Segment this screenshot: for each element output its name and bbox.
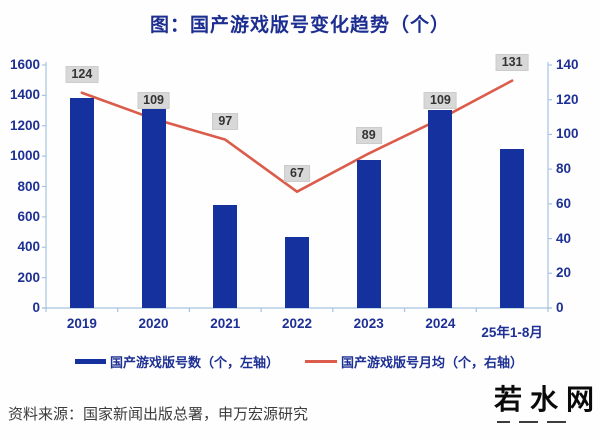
right-axis-tick-label: 140 [556, 57, 579, 72]
left-axis-tick-label: 1000 [9, 148, 40, 164]
right-axis-tick-label: 60 [556, 195, 572, 211]
line-series-swatch-icon [305, 360, 337, 363]
watermark: 若水网 [494, 384, 600, 415]
line-point-label: 89 [355, 126, 382, 144]
left-axis-tick-label: 0 [32, 300, 40, 315]
left-axis-tick-label: 1400 [9, 87, 40, 103]
line-point-label: 67 [284, 164, 310, 182]
source-note: 资料来源：国家新闻出版总署，申万宏源研究 [8, 406, 309, 423]
legend-label-line: 国产游戏版号月均（个，右轴） [341, 355, 524, 370]
x-axis-category-label: 25年1-8月 [481, 325, 543, 340]
right-axis-tick-label: 0 [556, 300, 564, 315]
left-axis-tick-label: 200 [17, 269, 40, 285]
bar-2019 [69, 97, 94, 308]
left-axis-tick-label: 1200 [9, 117, 40, 133]
left-axis-tick-label: 400 [17, 239, 40, 255]
bar-25年1-8月 [500, 148, 525, 308]
right-axis-tick-label: 100 [556, 126, 579, 142]
bar-2020 [141, 109, 166, 308]
x-axis-category-label: 2019 [66, 316, 97, 331]
line-point-label: 97 [212, 112, 239, 130]
right-axis-tick-label: 40 [556, 230, 572, 246]
line-point-label: 109 [423, 91, 457, 109]
left-axis-tick-label: 800 [17, 178, 40, 194]
right-axis-tick-label: 80 [556, 161, 572, 177]
legend-entry-bars: 国产游戏版号数（个，左轴） [75, 352, 279, 371]
legend-label-bars: 国产游戏版号数（个，左轴） [110, 355, 280, 370]
chart-title: 图：国产游戏版号变化趋势（个） [149, 15, 450, 36]
x-axis-category-label: 2024 [425, 316, 456, 331]
bar-2024 [428, 109, 453, 308]
bar-series-swatch-icon [75, 359, 106, 364]
bar-2023 [356, 159, 381, 308]
watermark-subtext [497, 421, 597, 424]
right-axis-tick-label: 20 [556, 265, 572, 281]
bar-2021 [213, 204, 238, 308]
x-axis-category-label: 2022 [281, 316, 313, 331]
right-axis-tick-label: 120 [556, 91, 579, 107]
x-axis-category-label: 2023 [353, 316, 384, 331]
x-axis-category-label: 2021 [210, 316, 241, 331]
bar-2022 [285, 236, 309, 308]
left-axis-tick-label: 1600 [9, 57, 40, 72]
line-point-label: 131 [495, 53, 529, 71]
left-axis-tick-label: 600 [17, 208, 40, 224]
line-point-label: 124 [65, 65, 99, 83]
legend: 国产游戏版号数（个，左轴） 国产游戏版号月均（个，右轴） [0, 352, 600, 374]
x-axis-category-label: 2020 [138, 316, 169, 331]
line-point-label: 109 [137, 91, 170, 109]
legend-entry-line: 国产游戏版号月均（个，右轴） [305, 352, 523, 371]
